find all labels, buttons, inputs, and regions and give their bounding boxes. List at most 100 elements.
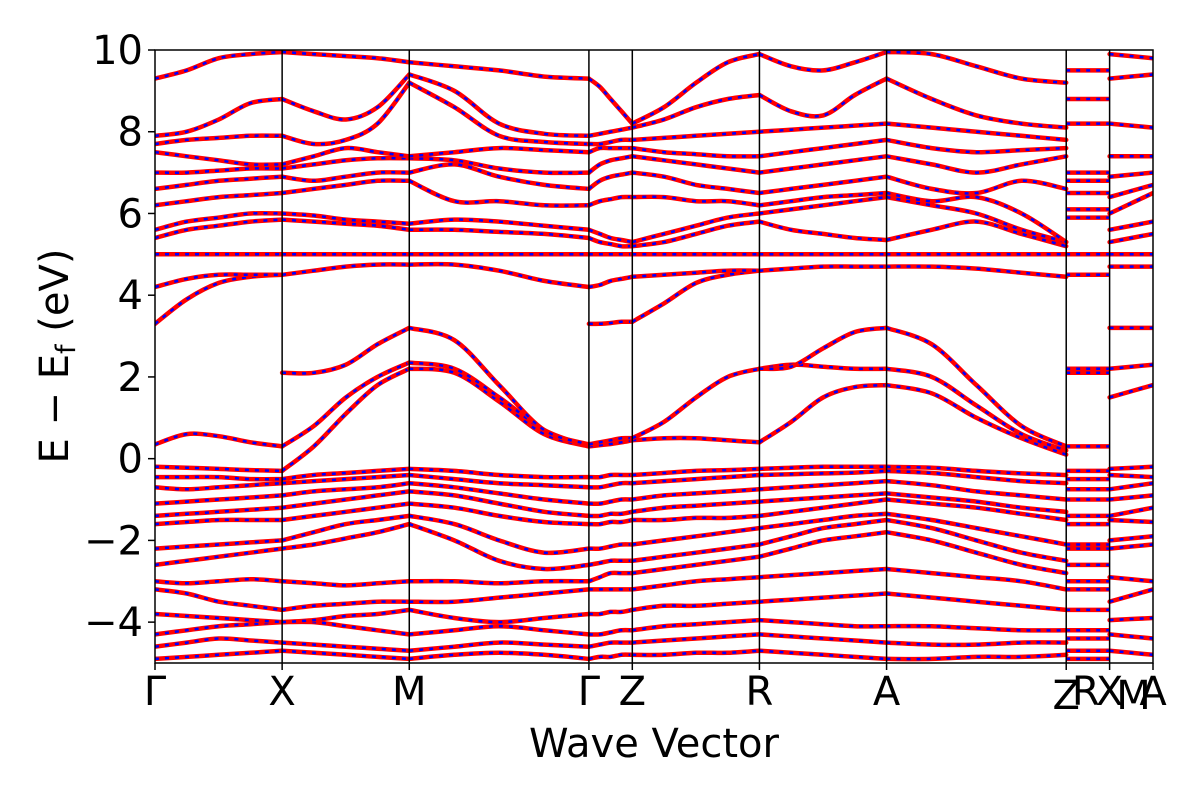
- band-line-down-7-3: [1109, 588, 1153, 603]
- band-line-down-0-9: [155, 506, 283, 518]
- band-line-down-2-11: [409, 473, 589, 489]
- band-line-down-5-20: [759, 191, 887, 207]
- band-line-down-4-24: [632, 130, 760, 142]
- band-line-down-2-21: [409, 163, 590, 191]
- band-line-down-4-18: [632, 220, 760, 248]
- kpoint-label-4: Z: [619, 669, 646, 715]
- band-line-down-6-2: [886, 624, 1067, 632]
- band-line-down-3-19: [588, 228, 633, 244]
- band-line-down-4-14: [631, 367, 760, 440]
- band-line-down-0-6: [155, 547, 283, 567]
- band-line-down-1-8: [281, 502, 410, 522]
- band-line-down-7-24: [1109, 122, 1153, 129]
- band-line-down-1-21: [281, 171, 410, 183]
- band-line-down-6-13: [886, 383, 1067, 456]
- band-line-down-3-18: [588, 236, 633, 248]
- y-tick-label-7: −4: [84, 600, 143, 646]
- band-line-down-3-25: [588, 126, 633, 138]
- band-line-down-4-1: [632, 633, 760, 644]
- band-line-down-1-24: [281, 81, 411, 146]
- band-line-down-5-26: [758, 50, 887, 72]
- band-line-down-2-3: [409, 608, 590, 624]
- y-tick-label-2: 6: [118, 191, 143, 237]
- kpoint-label-5: R: [746, 669, 774, 715]
- band-line-down-5-21: [759, 175, 887, 195]
- band-line-down-0-23: [155, 150, 283, 166]
- band-line-down-7-5: [1109, 543, 1153, 550]
- band-line-down-7-18: [1109, 232, 1153, 244]
- band-line-down-1-4: [281, 600, 410, 612]
- band-line-down-1-13: [281, 367, 410, 472]
- band-line-down-2-13: [409, 367, 590, 448]
- band-line-down-1-20: [281, 179, 410, 195]
- band-line-down-2-8: [409, 502, 589, 526]
- band-line-down-7-14: [1109, 363, 1153, 371]
- band-line-down-7-26: [1109, 52, 1153, 60]
- band-line-down-1-23: [281, 146, 410, 166]
- band-line-down-6-24: [886, 122, 1067, 142]
- band-line-down-1-11: [282, 473, 410, 485]
- band-line-down-3-14: [588, 436, 633, 446]
- band-line-down-7-9: [1109, 494, 1153, 501]
- band-line-down-5-6: [759, 518, 887, 546]
- band-line-down-3-15: [588, 320, 633, 326]
- band-line-down-4-13: [632, 436, 760, 444]
- band-line-down-6-20: [886, 191, 1067, 244]
- band-line-down-4-8: [632, 514, 760, 522]
- high-symmetry-lines: [281, 50, 1111, 663]
- band-line-down-0-25: [155, 97, 283, 138]
- band-line-down-1-26: [282, 50, 410, 64]
- band-line-down-3-10: [588, 498, 633, 506]
- band-line-down-7-22: [1109, 171, 1153, 178]
- band-line-up-5-25: [757, 76, 889, 119]
- band-line-down-0-12: [155, 475, 283, 481]
- band-line-up-2-20: [407, 178, 592, 208]
- band-line-down-3-24: [588, 138, 633, 146]
- band-line-down-2-0: [409, 651, 590, 661]
- kpoint-label-6: A: [873, 669, 901, 715]
- band-line-down-5-13: [758, 383, 887, 444]
- band-line-down-1-6: [281, 522, 410, 550]
- band-line-down-3-5: [588, 571, 633, 583]
- band-line-down-6-9: [886, 492, 1067, 514]
- band-line-down-0-20: [155, 191, 283, 207]
- band-line-down-2-10: [409, 481, 590, 505]
- y-label-subscript: f: [51, 343, 82, 354]
- band-line-down-5-0: [759, 649, 887, 661]
- band-line-down-4-7: [632, 526, 760, 546]
- kpoint-label-7: Z: [1053, 673, 1080, 719]
- band-line-down-0-2: [155, 620, 283, 636]
- y-tick-label-3: 4: [118, 273, 143, 319]
- band-line-down-6-21: [886, 175, 1067, 195]
- band-line-down-5-24: [759, 122, 887, 133]
- y-label-e2: E: [32, 354, 78, 379]
- kpoint-label-9: X: [1096, 669, 1123, 715]
- band-line-down-1-22: [281, 156, 410, 170]
- band-line-down-6-12: [886, 465, 1067, 477]
- band-line-down-4-3: [632, 600, 760, 612]
- band-line-up-2-24: [407, 80, 592, 147]
- band-line-down-2-15: [408, 326, 590, 446]
- band-line-down-7-6: [1109, 535, 1153, 542]
- band-line-down-5-16: [759, 265, 887, 272]
- band-line-down-6-23: [886, 138, 1067, 154]
- band-line-down-3-3: [588, 608, 633, 616]
- band-line-down-3-12: [588, 473, 633, 479]
- band-line-down-1-7: [281, 514, 410, 542]
- band-line-down-7-7: [1109, 518, 1153, 524]
- band-line-down-5-2: [759, 618, 887, 628]
- band-line-down-6-16: [886, 265, 1067, 279]
- band-line-down-4-5: [632, 555, 760, 575]
- band-line-down-3-23: [588, 146, 633, 154]
- band-line-down-6-4: [886, 567, 1067, 591]
- kpoint-label-11: A: [1139, 669, 1167, 715]
- band-line-down-0-11: [155, 481, 283, 491]
- band-line-down-7-11: [1109, 473, 1153, 479]
- band-line-down-3-8: [588, 518, 633, 526]
- kpoint-label-3: Γ: [578, 669, 601, 715]
- band-line-down-7-13: [1109, 383, 1153, 399]
- band-line-up-3-21: [586, 170, 635, 192]
- band-line-down-1-5: [282, 580, 410, 587]
- band-line-up-4-15: [630, 268, 762, 325]
- band-line-down-5-5: [759, 530, 887, 558]
